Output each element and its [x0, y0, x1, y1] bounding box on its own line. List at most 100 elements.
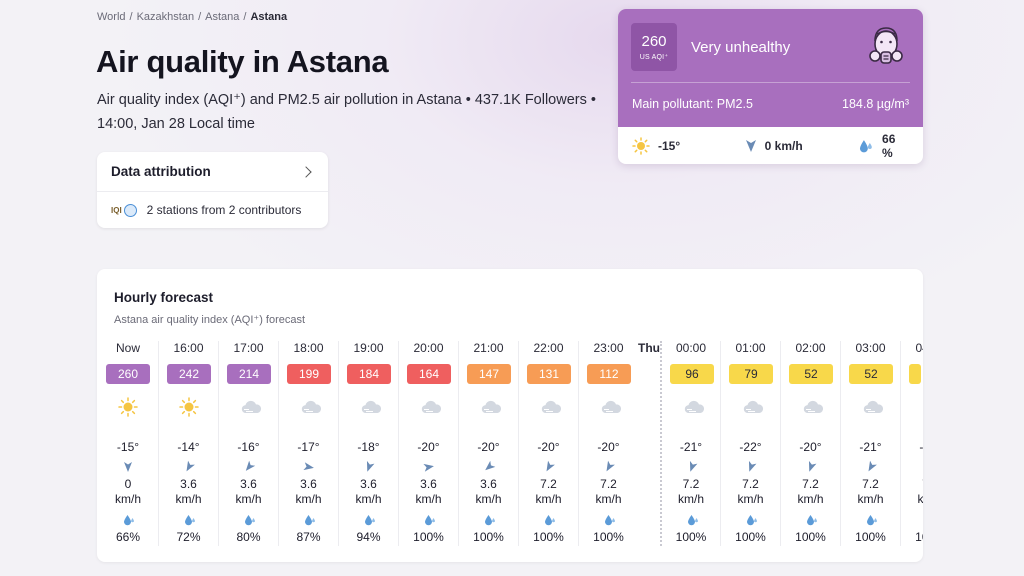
forecast-wind-unit: km/h — [677, 492, 704, 506]
humidity-icon-wrap — [304, 513, 316, 531]
forecast-time: 19:00 — [353, 341, 384, 355]
forecast-wind-speed: 0 — [124, 477, 132, 491]
forecast-humidity: 100% — [855, 530, 886, 544]
forecast-hour-column: 04:00 -21° 7.2km/h 100% — [900, 341, 923, 546]
wind-direction-icon — [868, 460, 877, 472]
forecast-temperature: -17° — [297, 440, 320, 454]
humidity-icon-wrap — [184, 513, 196, 531]
data-attribution-title: Data attribution — [111, 164, 211, 179]
humidity-icon-wrap — [364, 513, 376, 531]
forecast-hour-column: 16:00 242 -14° 3.6 km/h 72% — [158, 341, 218, 546]
current-aqi-card: 260 US AQI⁺ Very unhealthy Main pollutan… — [618, 9, 923, 164]
humidity-icon-wrap — [244, 513, 256, 531]
forecast-time: 18:00 — [293, 341, 324, 355]
weather-icon — [861, 397, 885, 422]
forecast-time: 16:00 — [173, 341, 204, 355]
forecast-humidity: 87% — [296, 530, 321, 544]
weather-icon — [539, 397, 563, 422]
forecast-wind: 3.6 km/h — [459, 477, 518, 507]
page-subtitle: Air quality index (AQI⁺) and PM2.5 air p… — [97, 92, 596, 132]
day-label-thursday: Thu — [638, 341, 660, 355]
wind-direction-icon — [423, 463, 434, 472]
breadcrumb-kazakhstan[interactable]: Kazakhstan — [136, 11, 195, 23]
forecast-wind: 3.6 km/h — [279, 477, 338, 507]
forecast-wind-speed: 7.2 — [742, 477, 759, 491]
forecast-aqi-badge: 52 — [849, 364, 893, 384]
cloud-icon — [684, 400, 705, 413]
current-wind: 0 km/h — [745, 139, 859, 153]
cloud-icon — [921, 397, 923, 417]
data-attribution-card[interactable]: Data attribution IQI 2 stations from 2 c… — [97, 152, 328, 228]
forecast-humidity: 100% — [413, 530, 444, 544]
forecast-wind-unit: km/h — [114, 492, 141, 506]
weather-icon — [299, 397, 323, 422]
forecast-aqi-badge: 96 — [670, 364, 714, 384]
forecast-aqi-badge: 242 — [167, 364, 211, 384]
forecast-wind-unit: km/h — [797, 492, 824, 506]
cloud-icon — [803, 400, 824, 413]
contributor-logos: IQI — [111, 203, 137, 217]
wind-direction-icon — [745, 139, 756, 152]
current-temperature: -15° — [632, 136, 745, 155]
weather-icon — [599, 397, 623, 422]
forecast-wind-unit: km/h — [857, 492, 884, 506]
forecast-temperature: -20° — [597, 440, 620, 454]
humidity-icon — [124, 515, 134, 526]
cloud-icon — [541, 400, 562, 413]
wind-direction-icon — [124, 462, 132, 472]
forecast-humidity: 100% — [473, 530, 504, 544]
forecast-hour-column: 03:00 52 -21° 7.2 km/h 100% — [840, 341, 900, 546]
current-humidity-value: 66 % — [882, 131, 896, 160]
current-temperature-value: -15° — [658, 138, 681, 153]
forecast-temperature: -21° — [679, 440, 703, 454]
cloud-icon — [601, 400, 622, 413]
forecast-time: 20:00 — [413, 341, 444, 355]
forecast-hour-column: 22:00 131 -20° 7.2 km/h 100% — [518, 341, 578, 546]
stations-text: 2 stations from 2 contributors — [146, 203, 302, 217]
wind-direction-icon — [366, 460, 375, 472]
humidity-icon-wrap — [806, 513, 818, 531]
forecast-aqi-badge: 164 — [407, 364, 451, 384]
wind-direction-icon — [186, 460, 195, 472]
forecast-hour-column: 01:00 79 -22° 7.2 km/h 100% — [720, 341, 780, 546]
breadcrumb-separator: / — [129, 11, 133, 23]
aqi-divider — [631, 82, 910, 83]
cloud-icon — [301, 400, 322, 413]
forecast-wind-unit: km/h — [295, 492, 322, 506]
wind-direction-icon — [808, 460, 817, 472]
forecast-humidity: 100% — [735, 530, 766, 544]
forecast-temperature: -20° — [477, 440, 500, 454]
weather-icon — [479, 397, 503, 422]
forecast-aqi-badge: 199 — [287, 364, 331, 384]
breadcrumb-astana-region[interactable]: Astana — [205, 11, 240, 23]
forecast-hour-column: 18:00 199 -17° 3.6 km/h 87% — [278, 341, 338, 546]
humidity-icon-wrap — [484, 513, 496, 531]
humidity-icon-wrap — [604, 513, 616, 531]
forecast-temperature: -20° — [417, 440, 440, 454]
weather-icon — [359, 397, 383, 422]
forecast-wind-speed: 3.6 — [240, 477, 257, 491]
forecast-wind-unit: km/h — [595, 492, 622, 506]
data-attribution-header[interactable]: Data attribution — [97, 152, 328, 192]
forecast-wind-speed: 3.6 — [300, 477, 317, 491]
humidity-icon — [807, 515, 817, 526]
sun-icon — [632, 136, 650, 155]
forecast-time: 04:00 — [915, 341, 923, 355]
forecast-wind-unit: km/h — [355, 492, 382, 506]
breadcrumb-world[interactable]: World — [97, 11, 126, 23]
weather-icon — [801, 397, 825, 422]
forecast-time: 00:00 — [675, 341, 707, 355]
humidity-icon — [605, 515, 615, 526]
forecast-wind-unit: km/h — [175, 492, 202, 506]
breadcrumb-separator: / — [243, 11, 247, 23]
forecast-wind: 3.6 km/h — [399, 477, 458, 507]
contributors-row[interactable]: IQI 2 stations from 2 contributors — [97, 192, 328, 228]
forecast-wind-speed: 7.2 — [922, 477, 923, 491]
humidity-icon — [425, 515, 435, 526]
forecast-temperature: -20° — [537, 440, 560, 454]
forecast-aqi-badge: 52 — [789, 364, 833, 384]
forecast-wind-unit: km/h — [917, 492, 923, 506]
